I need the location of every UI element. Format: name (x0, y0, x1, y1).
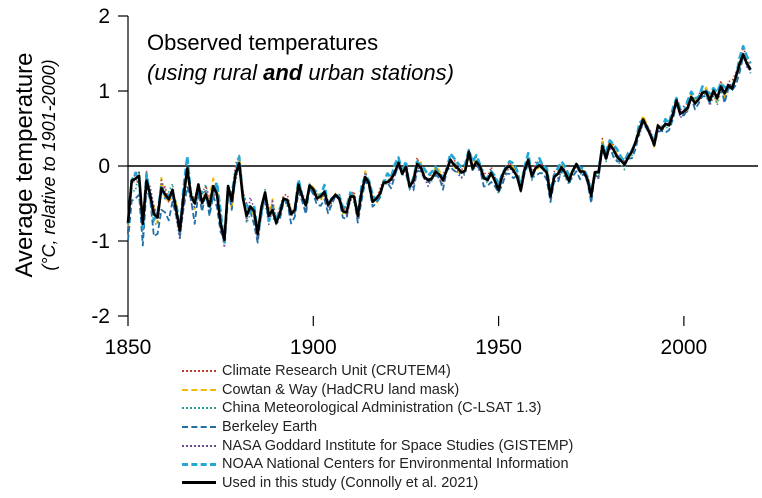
legend-label: Used in this study (Connolly et al. 2021… (222, 474, 479, 491)
chart-title-post: urban stations) (302, 60, 454, 85)
legend-label: NOAA National Centers for Environmental … (222, 456, 569, 473)
legend-swatch (182, 407, 216, 410)
chart-title-line2: (using rural and urban stations) (147, 60, 454, 85)
y-tick-label: -2 (91, 305, 110, 328)
chart-title-bold: and (263, 60, 303, 85)
series-line-1 (127, 55, 751, 235)
legend-swatch (182, 426, 216, 429)
legend-item: NASA Goddard Institute for Space Studies… (182, 436, 573, 455)
legend-item: Used in this study (Connolly et al. 2021… (182, 474, 573, 493)
legend-item: Berkeley Earth (182, 418, 573, 437)
legend-item: Cowtan & Way (HadCRU land mask) (182, 381, 573, 400)
legend-swatch (182, 370, 216, 373)
legend-swatch (182, 462, 216, 466)
x-tick-label: 1950 (475, 336, 522, 359)
legend-item: NOAA National Centers for Environmental … (182, 455, 573, 474)
y-axis-subtitle: (°C, relative to 1901-2000) (39, 59, 59, 270)
legend-label: NASA Goddard Institute for Space Studies… (222, 437, 574, 454)
y-tick-label: 2 (98, 5, 110, 28)
legend-swatch (182, 388, 216, 391)
x-tick-label: 1900 (290, 336, 337, 359)
x-tick-label: 2000 (661, 336, 708, 359)
legend-item: Climate Research Unit (CRUTEM4) (182, 362, 573, 381)
legend-label: Cowtan & Way (HadCRU land mask) (222, 381, 460, 398)
x-tick-label: 1850 (105, 336, 152, 359)
labels-group: Observed temperatures (using rural and u… (11, 30, 454, 278)
legend: Climate Research Unit (CRUTEM4) Cowtan & … (182, 362, 573, 492)
legend-label: China Meteorological Administration (C-L… (222, 400, 542, 417)
legend-item: China Meteorological Administration (C-L… (182, 399, 573, 418)
chart-title-line1: Observed temperatures (147, 30, 378, 55)
series-line-6 (126, 53, 752, 242)
axes-group: -2 -1 0 1 2 1850 1900 1950 2000 (91, 5, 758, 359)
y-tick-label: 1 (98, 80, 110, 103)
y-tick-label: 0 (98, 155, 110, 178)
legend-swatch (182, 481, 216, 485)
y-tick-label: -1 (91, 230, 110, 253)
legend-label: Berkeley Earth (222, 419, 318, 436)
legend-swatch (182, 444, 216, 447)
y-axis-title: Average temperature (11, 52, 38, 277)
series-group (126, 44, 752, 249)
legend-label: Climate Research Unit (CRUTEM4) (222, 363, 451, 380)
chart-title-pre: (using rural (147, 60, 263, 85)
